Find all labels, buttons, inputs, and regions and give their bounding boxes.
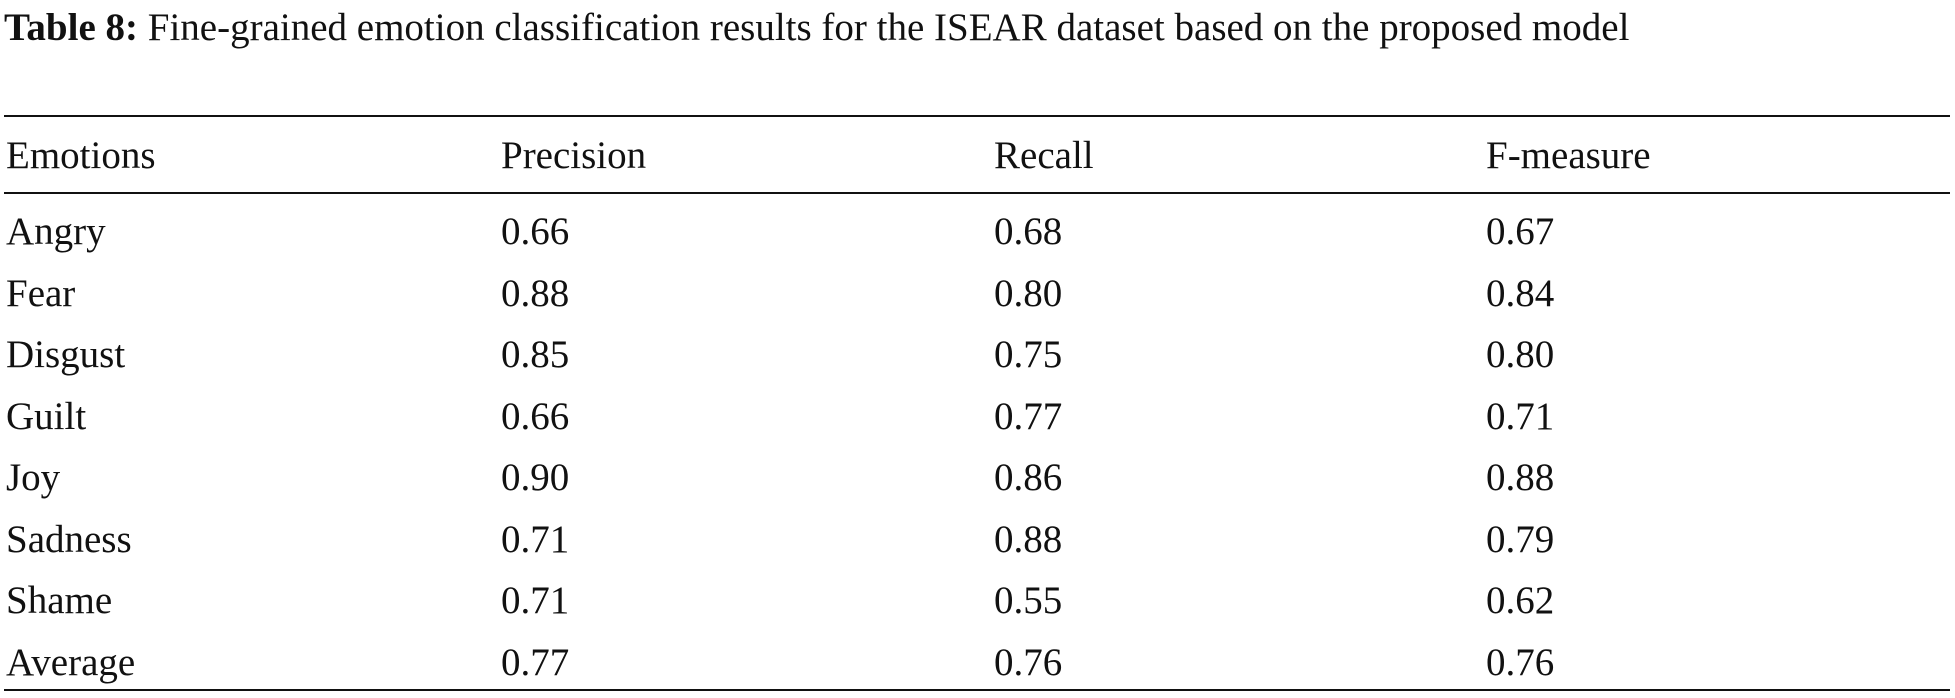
- row-label: Disgust: [6, 333, 126, 376]
- header-cell: Precision: [501, 134, 647, 177]
- table-cell: 0.88: [994, 517, 1063, 561]
- table-cell: 0.90: [501, 456, 570, 499]
- table-cell: 0.84: [1486, 271, 1555, 315]
- table-cell: 0.88: [501, 271, 570, 315]
- caption-text: Fine-grained emotion classification resu…: [147, 6, 1630, 49]
- bottom-rule: [4, 689, 1950, 691]
- table-cell: 0.75: [994, 333, 1063, 376]
- table-cell: 0.71: [501, 579, 570, 622]
- table-cell: 0.88: [1486, 456, 1555, 499]
- header-cell: Recall: [994, 134, 1094, 177]
- caption-label: Table 8:: [4, 6, 139, 49]
- caption: Table 8: Fine-grained emotion classifica…: [4, 4, 1950, 52]
- table-cell: 0.85: [501, 333, 570, 376]
- row-label: Average: [6, 640, 136, 684]
- row-label: Guilt: [6, 394, 87, 438]
- table-cell: 0.71: [501, 517, 570, 561]
- table-cell: 0.66: [501, 394, 570, 438]
- table-cell: 0.67: [1486, 210, 1555, 253]
- row-label: Sadness: [6, 517, 132, 561]
- row-label: Angry: [6, 210, 106, 253]
- row-label: Shame: [6, 579, 113, 622]
- header-rule: [4, 192, 1950, 194]
- table-cell: 0.68: [994, 210, 1063, 253]
- table-cell: 0.71: [1486, 394, 1555, 438]
- table-cell: 0.55: [994, 579, 1063, 622]
- header-cell: Emotions: [6, 134, 156, 177]
- row-label: Joy: [6, 456, 61, 499]
- table-cell: 0.77: [501, 640, 570, 684]
- table-cell: 0.86: [994, 456, 1063, 499]
- table-cell: 0.80: [994, 271, 1063, 315]
- table-cell: 0.80: [1486, 333, 1555, 376]
- table-cell: 0.77: [994, 394, 1063, 438]
- table-cell: 0.76: [994, 640, 1063, 684]
- header-cell: F-measure: [1486, 134, 1651, 177]
- table-cell: 0.66: [501, 210, 570, 253]
- table-cell: 0.79: [1486, 517, 1555, 561]
- row-label: Fear: [6, 271, 76, 315]
- table-cell: 0.62: [1486, 579, 1555, 622]
- top-rule: [4, 115, 1950, 117]
- table-cell: 0.76: [1486, 640, 1555, 684]
